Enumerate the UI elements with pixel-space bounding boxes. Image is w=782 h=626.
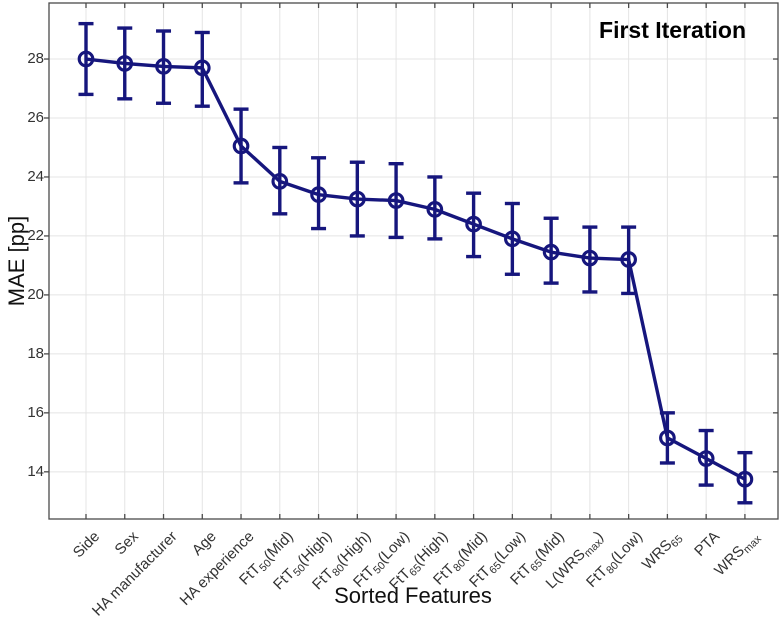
y-tick-label: 14 [27,462,44,480]
y-tick-label: 26 [27,108,44,126]
y-tick-label: 18 [27,344,44,362]
data-point-marker [697,450,715,467]
x-axis-label: Sorted Features [334,583,492,608]
data-point-marker [310,186,327,204]
data-point-marker [426,201,444,218]
y-axis-label: MAE [pp] [4,215,29,307]
data-point-marker [465,215,482,233]
data-point-marker [736,470,754,488]
data-point-marker [659,429,676,447]
data-point-marker [77,50,95,68]
data-point-marker [387,192,405,209]
data-point-marker [155,58,172,75]
axes-box [48,2,779,520]
data-point-marker [504,230,521,248]
y-tick-label: 16 [27,403,44,421]
data-point-marker [232,137,250,155]
y-tick-label: 24 [27,167,44,185]
y-tick-label: 28 [27,50,44,68]
chart-title: First Iteration [599,17,746,43]
data-point-marker [193,59,211,77]
y-tick-label: 20 [27,285,44,303]
data-point-marker [620,251,637,268]
data-point-marker [348,190,366,208]
data-point-marker [271,173,289,190]
data-line [85,57,746,481]
data-point-marker [542,243,560,261]
y-tick-label: 22 [27,226,44,244]
data-point-marker [581,249,599,267]
data-point-marker [116,55,134,72]
